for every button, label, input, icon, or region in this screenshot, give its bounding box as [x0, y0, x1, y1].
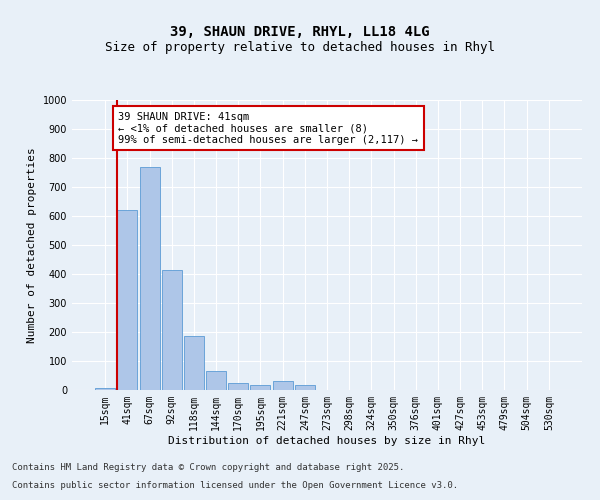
Bar: [95, 388, 115, 390]
Text: Contains public sector information licensed under the Open Government Licence v3: Contains public sector information licen…: [12, 481, 458, 490]
Bar: [295, 385, 315, 390]
Bar: [162, 270, 182, 390]
X-axis label: Distribution of detached houses by size in Rhyl: Distribution of detached houses by size …: [169, 436, 485, 446]
Bar: [118, 210, 137, 390]
Bar: [250, 385, 271, 390]
Bar: [228, 383, 248, 390]
Text: 39, SHAUN DRIVE, RHYL, LL18 4LG: 39, SHAUN DRIVE, RHYL, LL18 4LG: [170, 26, 430, 40]
Y-axis label: Number of detached properties: Number of detached properties: [27, 147, 37, 343]
Bar: [184, 336, 204, 390]
Bar: [272, 382, 293, 390]
Text: 39 SHAUN DRIVE: 41sqm
← <1% of detached houses are smaller (8)
99% of semi-detac: 39 SHAUN DRIVE: 41sqm ← <1% of detached …: [118, 112, 418, 145]
Bar: [206, 371, 226, 390]
Text: Size of property relative to detached houses in Rhyl: Size of property relative to detached ho…: [105, 41, 495, 54]
Bar: [140, 166, 160, 390]
Text: Contains HM Land Registry data © Crown copyright and database right 2025.: Contains HM Land Registry data © Crown c…: [12, 464, 404, 472]
